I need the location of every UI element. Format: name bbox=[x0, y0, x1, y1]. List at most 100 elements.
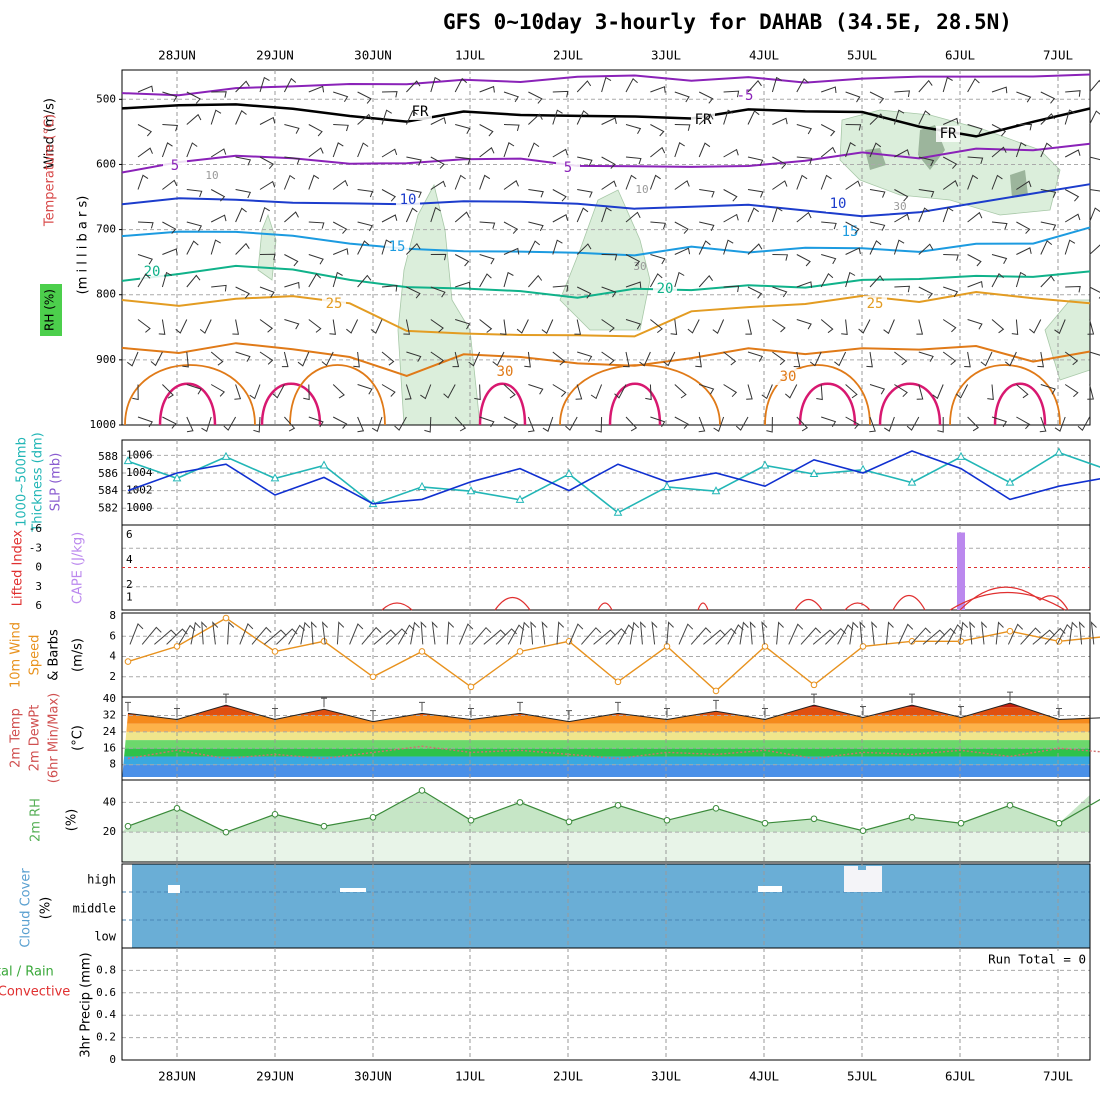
upper-tick-1000: 1000 bbox=[90, 418, 117, 431]
rh2m-panel-frame bbox=[121, 779, 1091, 863]
wind-barb bbox=[137, 85, 154, 93]
li-tick--6: -6 bbox=[29, 522, 42, 535]
date-label-top-2JUL: 2JUL bbox=[553, 48, 583, 63]
wind-barb bbox=[235, 189, 252, 199]
wind-barb bbox=[259, 319, 274, 333]
wind-barb bbox=[964, 351, 971, 368]
wind-barb bbox=[771, 207, 783, 223]
wind-barb bbox=[723, 189, 738, 202]
wind-barb bbox=[625, 319, 642, 330]
wind-barb bbox=[454, 254, 470, 267]
wind-barb bbox=[821, 221, 837, 230]
wind-barb bbox=[1040, 189, 1057, 198]
rh2m-tick-40: 40 bbox=[103, 795, 116, 808]
wind-barb bbox=[357, 189, 374, 198]
wind-barb bbox=[991, 319, 1005, 334]
wind-ylabel-1: 10m Wind bbox=[9, 622, 24, 688]
wind-barb bbox=[674, 384, 687, 399]
wind-barb bbox=[357, 91, 372, 104]
temp-max-bar-1 bbox=[174, 708, 180, 718]
upper-tick-900: 900 bbox=[96, 353, 116, 366]
wind-barb bbox=[406, 286, 421, 299]
temp-band-3 bbox=[122, 740, 1090, 749]
wind-barb bbox=[796, 156, 813, 165]
wind-barb bbox=[284, 254, 299, 267]
wind-barb bbox=[430, 253, 447, 261]
wind-tick-8: 8 bbox=[109, 609, 116, 622]
temp-max-bar-17 bbox=[958, 705, 964, 716]
wind-barb bbox=[308, 124, 323, 137]
wind-barb bbox=[772, 117, 788, 125]
wind-barb bbox=[639, 351, 651, 367]
cloud-level-high: high bbox=[87, 873, 116, 887]
wind-barb bbox=[503, 247, 520, 255]
wind-barb bbox=[869, 189, 886, 198]
date-label-top-7JUL: 7JUL bbox=[1043, 48, 1073, 63]
cloud-gap-3 bbox=[844, 866, 882, 892]
wind-barb bbox=[821, 254, 837, 265]
wind-barb bbox=[674, 271, 685, 288]
wind-barb bbox=[371, 416, 383, 433]
wind-barb bbox=[162, 91, 178, 102]
date-label-top-6JUL: 6JUL bbox=[945, 48, 975, 63]
wind-barb bbox=[381, 239, 392, 255]
wind-barb bbox=[162, 384, 174, 399]
temp-ylabel-2: 2m DewPt bbox=[28, 705, 43, 772]
wind-barb bbox=[747, 207, 759, 223]
thickness-line-marker-13 bbox=[760, 460, 770, 469]
wind-barb bbox=[455, 319, 471, 330]
wind-barb bbox=[406, 156, 422, 166]
wind-barb bbox=[308, 174, 320, 190]
wind-barb bbox=[932, 384, 944, 400]
wind-barb bbox=[1089, 110, 1100, 125]
wind-barb bbox=[771, 76, 783, 93]
wind-barb bbox=[357, 384, 373, 395]
wind-barb bbox=[332, 416, 348, 429]
wind-barb bbox=[650, 146, 666, 158]
wind-barb bbox=[645, 384, 652, 401]
wind-barb bbox=[1064, 189, 1080, 202]
rh2m-marker-19 bbox=[1055, 819, 1063, 827]
wind-barb bbox=[186, 91, 201, 104]
isotherm-35-loop-1 bbox=[260, 382, 322, 426]
precip-tick-0: 0 bbox=[109, 1053, 116, 1066]
rh-shade-region-3 bbox=[257, 213, 277, 281]
contour-label-10: 10 bbox=[400, 192, 417, 208]
wind-barb bbox=[845, 271, 856, 288]
surface-wind-barbs bbox=[129, 621, 1097, 645]
wind-barb bbox=[749, 621, 756, 645]
wind-barb bbox=[284, 211, 299, 223]
wind-barb bbox=[772, 254, 789, 261]
contour-label-15: 15 bbox=[389, 239, 406, 255]
wind-barb bbox=[234, 384, 242, 400]
wind-barb bbox=[357, 113, 373, 125]
rh2m-marker-12 bbox=[712, 805, 720, 812]
wind-barb bbox=[575, 384, 583, 400]
wind-barb bbox=[284, 124, 300, 134]
contour-label-20: 20 bbox=[144, 264, 161, 280]
wind-barb bbox=[1054, 416, 1066, 432]
wind-barb bbox=[235, 207, 247, 223]
thickness-line-marker-0 bbox=[123, 456, 133, 465]
thickness-ylabel-1: 1000~500mb bbox=[15, 437, 30, 527]
temp-max-bar-10 bbox=[615, 701, 621, 712]
wind-barb bbox=[406, 80, 421, 93]
wind-barb bbox=[430, 117, 447, 125]
wind-barb bbox=[859, 621, 866, 645]
wind-barb bbox=[967, 211, 983, 223]
temp-band-7 bbox=[122, 707, 1090, 716]
wind-barb bbox=[918, 156, 935, 167]
wind-barb bbox=[650, 86, 666, 93]
wind-barb bbox=[906, 416, 920, 431]
cloud-unit: (%) bbox=[39, 897, 54, 920]
upper-tick-500: 500 bbox=[96, 92, 116, 105]
wind-barb bbox=[1040, 240, 1053, 255]
contour-label-bg-3 bbox=[936, 126, 960, 142]
wind-barb bbox=[991, 146, 1007, 158]
wind-barb bbox=[458, 623, 474, 645]
temp-max-bar-14 bbox=[811, 693, 817, 704]
wind-barb bbox=[137, 174, 149, 190]
wind-barb bbox=[308, 416, 324, 428]
rh2m-marker-3 bbox=[271, 810, 279, 818]
wind-barb bbox=[430, 319, 444, 333]
